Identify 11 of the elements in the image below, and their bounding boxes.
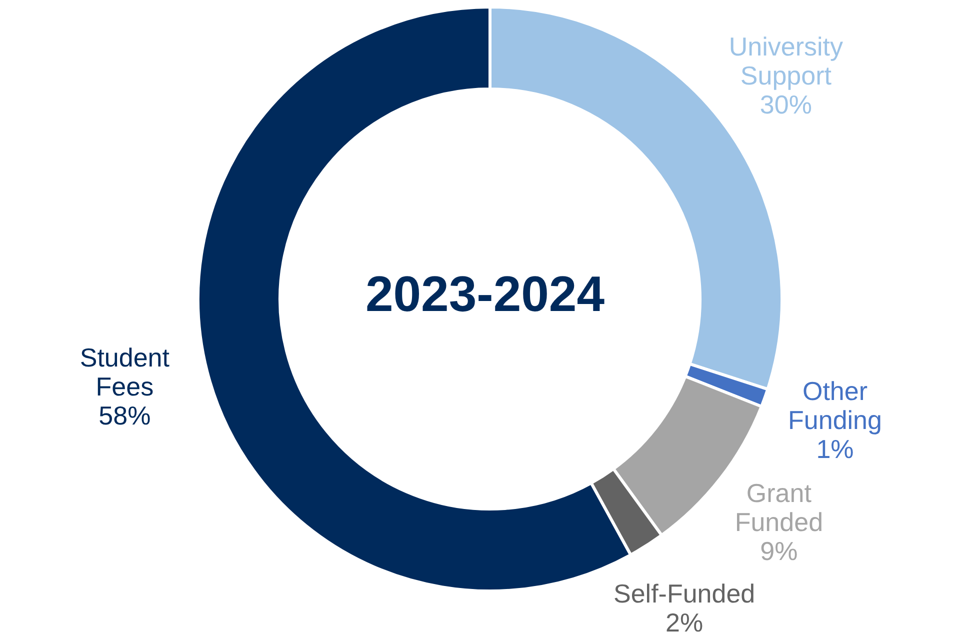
slice-label: Other Funding (788, 376, 882, 436)
slice-label: Grant Funded (734, 478, 824, 537)
slice-label: Self-Funded (614, 578, 756, 609)
slice-label: University Support (728, 31, 844, 90)
data-label: 1% (816, 434, 854, 464)
data-label: 58% (98, 400, 151, 431)
data-label: 2% (666, 608, 704, 638)
data-label: 9% (760, 536, 798, 566)
data-label: 30% (760, 89, 812, 120)
text: 2023-2024 (365, 266, 605, 322)
slice-label: Student Fees (80, 342, 170, 402)
